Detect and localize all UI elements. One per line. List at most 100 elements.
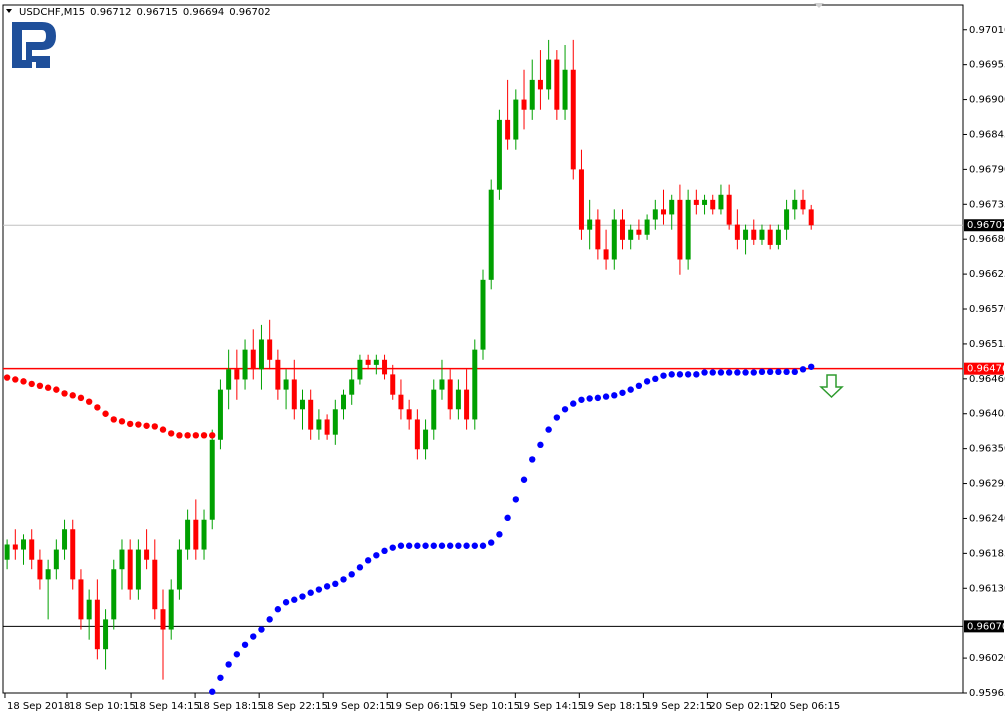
candle-body (546, 59, 552, 90)
candle-body (587, 219, 593, 230)
candle-body (390, 374, 396, 395)
candle-body (382, 359, 388, 375)
indicator-dot (504, 514, 511, 522)
candle-body (751, 229, 757, 240)
candle-body (513, 99, 519, 140)
x-tick-label: 19 Sep 10:15 (453, 701, 520, 712)
indicator-dot (168, 430, 175, 437)
candle-body (652, 209, 658, 220)
y-tick-label: 0.96625 (969, 269, 1005, 280)
indicator-dot (455, 542, 462, 549)
candle-body (299, 399, 305, 410)
candle-body (234, 369, 240, 380)
candle-body (718, 194, 724, 210)
indicator-dot (151, 423, 158, 430)
menu-triangle[interactable] (6, 9, 12, 13)
indicator-dot (332, 580, 339, 588)
indicator-dot (12, 376, 19, 383)
candle-body (365, 359, 371, 365)
indicator-dot (118, 418, 126, 425)
candle-body (685, 199, 691, 260)
indicator-dot (422, 542, 429, 549)
indicator-dot (537, 441, 544, 449)
indicator-dot (488, 539, 495, 546)
candle-body (111, 569, 117, 620)
candle-body (480, 279, 486, 350)
indicator-dot (159, 426, 167, 433)
candle-body (242, 349, 248, 380)
indicator-dot (36, 382, 44, 390)
candle-body (176, 549, 182, 590)
candle-body (661, 209, 667, 215)
candle-body (595, 219, 601, 250)
indicator-dot (20, 378, 27, 385)
candle-body (119, 549, 125, 570)
indicator-dot (463, 542, 470, 549)
indicator-dot (307, 589, 314, 596)
indicator-dot (512, 496, 520, 503)
candle-body (439, 379, 445, 390)
indicator-dot (808, 363, 815, 370)
indicator-dot (652, 375, 659, 383)
indicator-dot (282, 599, 290, 606)
candle-body (62, 529, 68, 550)
indicator-dot (299, 593, 306, 600)
price-label: 0.96476 (967, 364, 1005, 375)
candle-body (636, 229, 642, 235)
indicator-dot (381, 547, 388, 555)
candle-body (193, 519, 199, 550)
x-tick-label: 19 Sep 14:15 (517, 701, 584, 712)
indicator-dot (266, 616, 273, 623)
scroll-marker (814, 3, 824, 8)
candle-body (53, 549, 59, 570)
indicator-dot (184, 432, 191, 439)
indicator-dot (578, 396, 585, 403)
header-value: 0.96694 (183, 7, 224, 18)
indicator-dot (44, 384, 52, 391)
x-tick-label: 19 Sep 22:15 (645, 701, 712, 712)
candle-body (759, 229, 765, 240)
candle-body (496, 119, 502, 190)
candle-body (710, 199, 716, 210)
y-tick-label: 0.96845 (969, 129, 1005, 140)
indicator-dot (143, 422, 150, 429)
candle-body (226, 369, 232, 390)
candle-body (4, 544, 10, 560)
candle-body (619, 219, 625, 240)
x-tick-label: 18 Sep 10:15 (69, 701, 136, 712)
candle-body (431, 389, 437, 430)
candle-body (455, 389, 461, 410)
price-box (964, 219, 1004, 232)
candle-body (135, 549, 141, 590)
y-tick-label: 0.96515 (969, 339, 1005, 350)
candle-body (521, 99, 527, 110)
indicator-dot (783, 368, 790, 376)
candle-body (349, 379, 355, 395)
indicator-dot (250, 633, 257, 640)
candle-body (258, 339, 264, 370)
candle-body (267, 339, 273, 360)
candle-body (505, 119, 511, 140)
chart-header: USDCHF,M15 0.96712 0.96715 0.96694 0.96702 (19, 7, 271, 18)
indicator-dot (291, 596, 298, 603)
candle-body (726, 194, 732, 225)
x-tick-label: 18 Sep 14:15 (133, 701, 200, 712)
candle-body (209, 439, 215, 520)
y-tick-label: 0.96295 (969, 479, 1005, 490)
candle-body (472, 349, 478, 420)
header-value: 0.96712 (90, 7, 131, 18)
indicator-dot (61, 390, 68, 397)
candle-body (37, 559, 43, 580)
candle-body (464, 389, 470, 420)
indicator-dot (561, 406, 569, 413)
candle-body (168, 589, 174, 630)
indicator-dot (397, 542, 405, 549)
indicator-dot (241, 641, 249, 648)
candle-body (554, 59, 560, 110)
candle-body (94, 599, 100, 650)
candle-body (21, 539, 27, 550)
indicator-dot (340, 576, 347, 583)
